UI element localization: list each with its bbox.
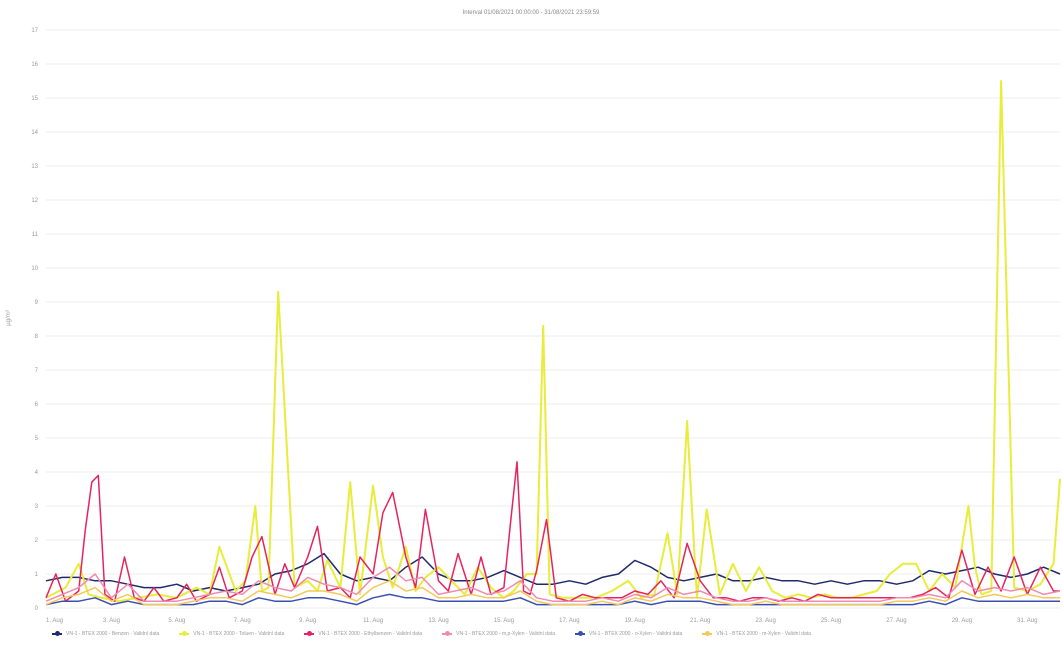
x-tick-label: 1. Aug <box>46 618 63 624</box>
x-tick-label: 29. Aug <box>952 618 972 624</box>
x-tick-label: 27. Aug <box>886 618 906 624</box>
legend-swatch <box>442 631 453 637</box>
legend-label: VN-1 - BTEX 2000 - Benzen - Validní data <box>66 631 160 637</box>
legend-item[interactable]: VN-1 - BTEX 2000 - Benzen - Validní data <box>52 630 159 638</box>
x-tick-label: 21. Aug <box>690 618 710 624</box>
y-tick-label: 7 <box>35 368 39 374</box>
series-line-2 <box>45 461 1060 602</box>
x-tick-label: 9. Aug <box>299 618 316 624</box>
legend-swatch <box>304 631 315 637</box>
y-axis-label: µg/m³ <box>6 310 12 325</box>
grid-lines <box>46 29 1060 609</box>
series-line-0 <box>45 552 1061 592</box>
x-tick-label: 23. Aug <box>755 618 775 624</box>
y-tick-label: 2 <box>35 538 39 544</box>
x-tick-label: 11. Aug <box>363 618 383 624</box>
legend-swatch <box>52 631 62 637</box>
legend-swatch <box>179 631 190 637</box>
y-tick-label: 3 <box>35 504 39 510</box>
x-tick-label: 7. Aug <box>234 618 251 624</box>
legend-item[interactable]: VN-1 - BTEX 2000 - m-Xylen - Validní dat… <box>702 630 811 638</box>
y-tick-label: 11 <box>32 232 39 238</box>
legend-swatch <box>574 631 585 637</box>
legend-label: VN-1 - BTEX 2000 - m-Xylen - Validní dat… <box>716 631 811 637</box>
chart-title: Interval 01/08/2021 00:00:00 - 31/08/202… <box>463 10 600 16</box>
x-tick-label: 3. Aug <box>103 618 120 624</box>
legend-item[interactable]: VN-1 - BTEX 2000 - m,p-Xylen - Validní d… <box>442 630 555 638</box>
x-tick-label: 13. Aug <box>428 618 448 624</box>
legend-label: VN-1 - BTEX 2000 - o-Xylen - Validní dat… <box>588 631 683 637</box>
y-tick-label: 15 <box>31 96 38 102</box>
series-lines <box>45 80 1061 606</box>
y-tick-label: 0 <box>35 606 39 612</box>
legend-label: VN-1 - BTEX 2000 - Toluen - Validní data <box>193 631 285 637</box>
y-tick-label: 14 <box>31 130 38 136</box>
y-tick-label: 16 <box>31 62 38 68</box>
legend-label: VN-1 - BTEX 2000 - m,p-Xylen - Validní d… <box>456 631 555 637</box>
legend: VN-1 - BTEX 2000 - Benzen - Validní data… <box>52 630 1052 638</box>
y-tick-label: 17 <box>31 28 38 34</box>
y-tick-label: 12 <box>31 198 38 204</box>
x-tick-label: 19. Aug <box>625 618 645 624</box>
x-tick-label: 17. Aug <box>559 618 579 624</box>
legend-item[interactable]: VN-1 - BTEX 2000 - o-Xylen - Validní dat… <box>574 630 683 638</box>
y-tick-label: 8 <box>35 334 39 340</box>
y-tick-label: 9 <box>35 300 39 306</box>
y-tick-label: 5 <box>35 436 39 442</box>
y-tick-label: 13 <box>31 164 38 170</box>
legend-item[interactable]: VN-1 - BTEX 2000 - Toluen - Validní data <box>179 630 284 638</box>
x-tick-labels: 1. Aug 3. Aug 5. Aug 7. Aug 9. Aug 11. Aug 13.… <box>46 618 1037 624</box>
x-tick-label: 15. Aug <box>494 618 514 624</box>
y-tick-label: 4 <box>35 470 39 476</box>
series-line-5 <box>45 580 1060 606</box>
legend-item[interactable]: VN-1 - BTEX 2000 - Ethylbenzen - Validní… <box>304 630 422 638</box>
x-tick-label: 5. Aug <box>168 618 185 624</box>
y-tick-label: 6 <box>35 402 39 408</box>
series-line-1 <box>45 80 1061 603</box>
legend-swatch <box>702 631 713 637</box>
y-tick-label: 1 <box>35 572 39 578</box>
legend-label: VN-1 - BTEX 2000 - Ethylbenzen - Validní… <box>318 631 423 637</box>
y-tick-label: 10 <box>31 266 38 272</box>
x-tick-label: 31. Aug <box>1017 618 1037 624</box>
x-tick-label: 25. Aug <box>821 618 841 624</box>
series-line-3 <box>45 566 1061 602</box>
